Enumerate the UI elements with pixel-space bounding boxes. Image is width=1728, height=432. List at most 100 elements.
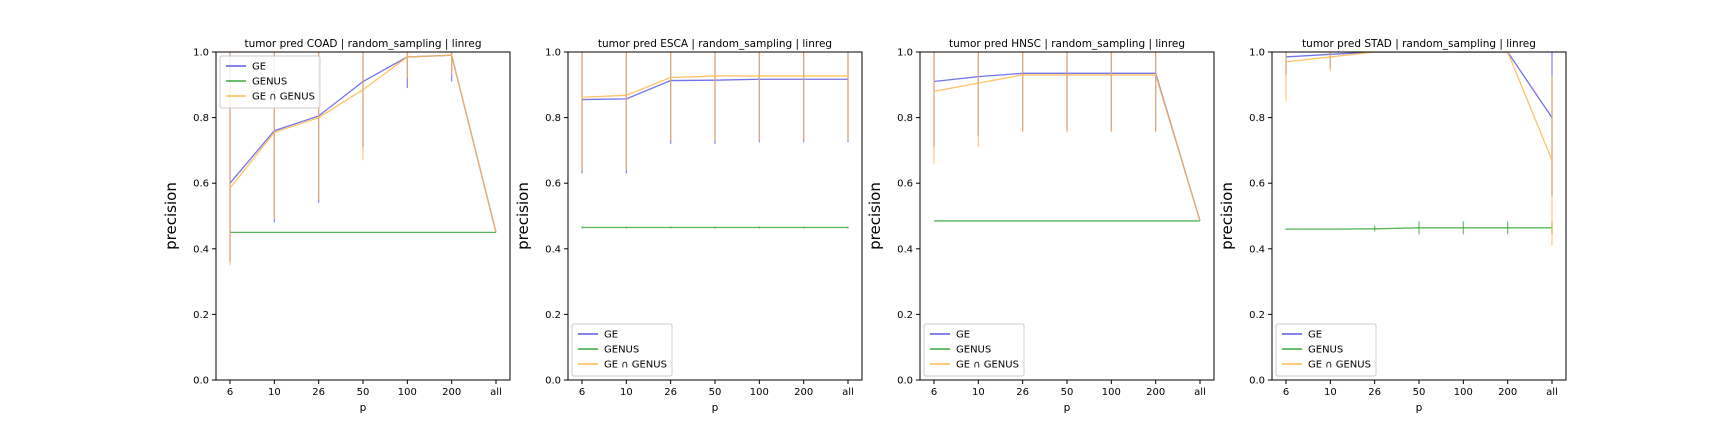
legend-box [923,323,1025,377]
y-tick-label: 0.0 [545,376,561,387]
y-tick-label: 0.6 [545,179,561,190]
x-tick-label: 10 [268,387,281,398]
series-2 [1285,221,1553,235]
y-axis-label: precision [162,182,180,250]
plot-frame [215,51,511,381]
y-tick-label: 0.4 [1249,244,1265,255]
plot-area [1285,52,1553,246]
plot-frame [1271,51,1567,381]
series-line [1285,52,1553,161]
x-axis-label: p [1416,402,1423,414]
x-tick-label: 200 [1146,387,1165,398]
x-tick-label: 6 [931,387,937,398]
y-tick-label: 0.4 [545,244,561,255]
y-tick-label: 0.2 [193,310,209,321]
series-line [933,74,1201,222]
x-tick-label: all [490,387,502,398]
series-3 [933,52,1201,222]
y-tick-label: 1.0 [545,48,561,59]
legend-label: GENUS [1308,345,1343,356]
y-tick-label: 0.8 [545,113,561,124]
x-axis-label: p [712,402,719,414]
x-tick-label: all [1194,387,1206,398]
legend-label: GE ∩ GENUS [252,92,315,103]
plot-area [581,52,849,229]
x-tick-label: 50 [709,387,722,398]
x-tick-label: 26 [312,387,325,398]
legend-label: GENUS [252,77,287,88]
x-tick-label: 50 [1061,387,1074,398]
y-tick-label: 0.4 [897,244,913,255]
x-tick-label: 100 [750,387,769,398]
series-2 [581,226,849,229]
x-tick-label: 50 [357,387,370,398]
y-axis-label: precision [866,182,884,250]
y-tick-label: 0.6 [193,179,209,190]
chart-panel-2: tumor pred ESCA | random_sampling | linr… [514,38,863,414]
x-tick-label: 6 [227,387,233,398]
y-tick-label: 1.0 [193,48,209,59]
chart-title: tumor pred COAD | random_sampling | linr… [244,38,481,50]
series-3 [581,52,849,171]
y-tick-label: 1.0 [897,48,913,59]
chart-panel-4: tumor pred STAD | random_sampling | linr… [1218,38,1567,414]
series-1 [1285,52,1553,197]
y-tick-label: 1.0 [1249,48,1265,59]
legend-label: GE ∩ GENUS [956,360,1019,371]
series-line [581,75,848,98]
legend-label: GE [1308,330,1322,341]
legend: GE GENUS GE ∩ GENUS [219,55,321,109]
chart-title: tumor pred HNSC | random_sampling | linr… [949,38,1185,50]
legend-label: GENUS [956,345,991,356]
x-tick-label: 26 [664,387,677,398]
x-tick-label: 26 [1368,387,1381,398]
y-tick-label: 0.6 [897,179,913,190]
x-tick-label: 100 [1454,387,1473,398]
x-tick-label: 10 [1324,387,1337,398]
x-axis-label: p [360,402,367,414]
legend: GE GENUS GE ∩ GENUS [923,323,1025,377]
plot-area [933,52,1201,222]
plot-frame [567,51,863,381]
chart-title: tumor pred STAD | random_sampling | linr… [1302,38,1536,50]
y-tick-label: 0.0 [897,376,913,387]
chart-title: tumor pred ESCA | random_sampling | linr… [598,38,832,50]
legend-box [1275,323,1377,377]
y-tick-label: 0.6 [1249,179,1265,190]
y-tick-label: 0.0 [193,376,209,387]
x-tick-label: 10 [620,387,633,398]
y-tick-label: 0.0 [1249,376,1265,387]
legend-label: GENUS [604,345,639,356]
y-tick-label: 0.2 [545,310,561,321]
x-tick-label: 6 [1283,387,1289,398]
y-tick-label: 0.8 [193,113,209,124]
x-tick-label: 26 [1016,387,1029,398]
series-3 [1285,52,1553,246]
y-tick-label: 0.2 [1249,310,1265,321]
series-line [229,54,497,233]
chart-panel-3: tumor pred HNSC | random_sampling | linr… [866,38,1215,414]
y-axis-label: precision [1218,182,1236,250]
y-tick-label: 0.8 [897,113,913,124]
legend-box [219,55,321,109]
series-line [1286,227,1552,230]
x-tick-label: all [842,387,854,398]
legend: GE GENUS GE ∩ GENUS [571,323,673,377]
x-tick-label: 6 [579,387,585,398]
legend: GE GENUS GE ∩ GENUS [1275,323,1377,377]
x-tick-label: 100 [398,387,417,398]
y-axis-label: precision [514,182,532,250]
x-tick-label: 50 [1413,387,1426,398]
x-axis-label: p [1064,402,1071,414]
y-tick-label: 0.4 [193,244,209,255]
legend-label: GE ∩ GENUS [1308,360,1371,371]
x-tick-label: 10 [972,387,985,398]
x-tick-label: 200 [442,387,461,398]
legend-label: GE ∩ GENUS [604,360,667,371]
y-tick-label: 0.8 [1249,113,1265,124]
legend-label: GE [252,62,266,73]
legend-box [571,323,673,377]
plot-frame [919,51,1215,381]
y-tick-label: 0.2 [897,310,913,321]
